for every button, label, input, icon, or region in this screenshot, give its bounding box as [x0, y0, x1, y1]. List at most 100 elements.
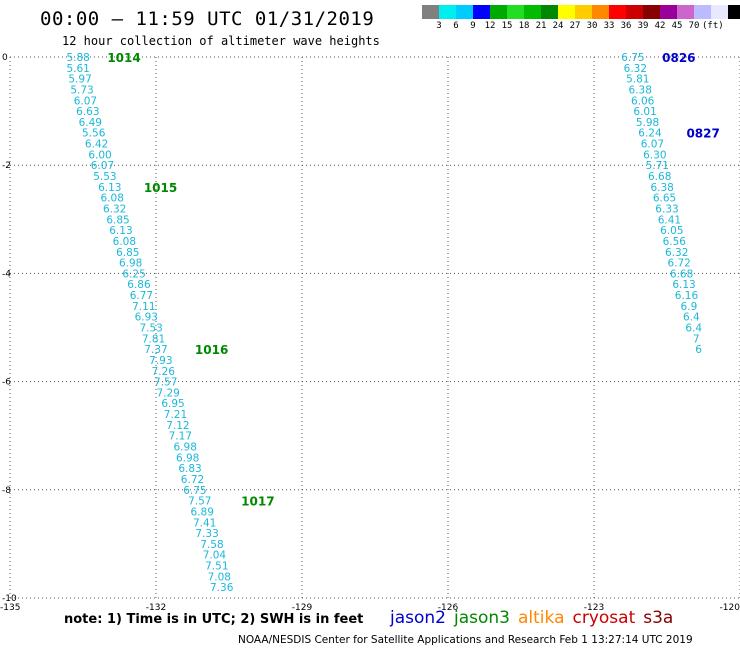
wave-height-point: 6.32	[624, 63, 647, 75]
wave-height-point: 6.63	[76, 106, 99, 118]
legend-swatch	[558, 5, 575, 19]
wave-height-point: 7.57	[188, 496, 211, 508]
wave-height-point: 7	[693, 333, 700, 345]
wave-height-point: 6.16	[675, 290, 699, 302]
legend-swatch	[677, 5, 694, 19]
time-mark-label: 0827	[686, 127, 719, 141]
wave-height-point: 6.13	[98, 182, 121, 194]
y-tick-label: -6	[2, 378, 11, 388]
wave-height-point: 6.98	[174, 442, 197, 454]
wave-height-point: 6.08	[113, 236, 136, 248]
legend-label: 33	[603, 21, 615, 31]
wave-height-point: 7.81	[142, 333, 165, 345]
wave-height-point: 7.33	[195, 528, 218, 540]
x-tick-label: -126	[438, 603, 459, 613]
wave-height-point: 7.53	[139, 323, 162, 335]
wave-height-point: 6.01	[633, 106, 656, 118]
wave-height-point: 6.38	[629, 84, 652, 96]
x-tick-label: -129	[292, 603, 313, 613]
legend-swatch	[456, 5, 473, 19]
x-tick-label: -135	[0, 603, 20, 613]
wave-height-point: 6.05	[660, 225, 683, 237]
satellite-label-cryosat: cryosat	[572, 608, 636, 628]
wave-height-point: 6.38	[650, 182, 673, 194]
legend-swatch	[694, 5, 711, 19]
legend-label: 18	[518, 21, 530, 31]
wave-height-point: 7.11	[132, 301, 155, 313]
wave-height-point: 6.75	[183, 485, 206, 497]
y-tick-label: 0	[2, 53, 8, 63]
legend-label: 15	[501, 21, 513, 31]
wave-height-point: 6.4	[685, 323, 702, 335]
wave-height-point: 6.83	[178, 463, 201, 475]
wave-height-point: 6.65	[653, 193, 676, 205]
wave-height-point: 6.89	[191, 506, 214, 518]
page-subtitle: 12 hour collection of altimeter wave hei…	[62, 34, 380, 48]
legend-swatch	[711, 5, 728, 19]
wave-height-point: 7.41	[193, 517, 216, 529]
x-tick-label: -120	[720, 603, 740, 613]
wave-height-point: 6.75	[621, 52, 644, 64]
wave-height-point: 6.08	[101, 193, 124, 205]
wave-height-point: 5.56	[82, 128, 106, 140]
wave-height-point: 6.33	[655, 203, 678, 215]
y-tick-label: -4	[2, 269, 11, 279]
legend-swatch	[439, 5, 456, 19]
time-mark-label: 1015	[144, 181, 177, 195]
wave-height-point: 5.81	[626, 74, 649, 86]
wave-height-point: 6.13	[672, 279, 695, 291]
wave-height-point: 6.49	[79, 117, 102, 129]
wave-height-point: 6.98	[176, 452, 199, 464]
legend-swatch	[575, 5, 592, 19]
satellite-label-jason2: jason2	[390, 608, 446, 628]
wave-height-point: 7.37	[144, 344, 167, 356]
satellite-label-s3a: s3a	[643, 608, 674, 628]
time-mark-label: 0826	[662, 51, 695, 65]
wave-height-point: 6.42	[85, 139, 108, 151]
legend-label: 42	[654, 21, 666, 31]
time-mark-label: 1014	[107, 51, 140, 65]
wave-height-point: 6.56	[663, 236, 687, 248]
wave-height-point: 6.72	[667, 258, 690, 270]
data-points: 5.885.615.975.736.076.636.495.566.426.00…	[66, 52, 702, 594]
wave-height-point: 6.95	[161, 398, 184, 410]
wave-height-point: 5.53	[93, 171, 116, 183]
page-title: 00:00 – 11:59 UTC 01/31/2019	[40, 8, 375, 30]
legend-label: 21	[535, 21, 547, 31]
wave-height-point: 7.12	[166, 420, 189, 432]
legend-label: 27	[569, 21, 581, 31]
footer-credit: NOAA/NESDIS Center for Satellite Applica…	[238, 634, 693, 646]
legend-swatch	[507, 5, 524, 19]
legend-swatch	[728, 5, 740, 19]
wave-height-point: 6.98	[119, 258, 142, 270]
time-mark-label: 1017	[241, 495, 274, 509]
wave-height-point: 6.32	[103, 203, 126, 215]
wave-height-point: 7.08	[208, 571, 231, 583]
wave-height-point: 7.26	[152, 366, 176, 378]
grid-lines	[9, 56, 740, 599]
wave-height-point: 5.71	[646, 160, 669, 172]
wave-height-point: 5.98	[636, 117, 659, 129]
legend-swatch	[660, 5, 677, 19]
wave-height-point: 6.68	[648, 171, 671, 183]
legend-swatch	[643, 5, 660, 19]
wave-height-point: 6.07	[74, 95, 97, 107]
legend-label: 6	[453, 21, 459, 31]
legend-swatch	[524, 5, 541, 19]
y-tick-label: -10	[2, 594, 17, 604]
satellite-label-altika: altika	[518, 608, 565, 628]
wave-height-point: 7.36	[210, 582, 234, 594]
wave-height-point: 5.73	[70, 84, 93, 96]
y-tick-label: -2	[2, 161, 11, 171]
wave-height-point: 5.61	[66, 63, 89, 75]
wave-height-point: 6.72	[181, 474, 204, 486]
wave-height-point: 6.9	[681, 301, 698, 313]
wave-height-point: 6.86	[127, 279, 151, 291]
wave-height-point: 6.41	[658, 214, 681, 226]
y-tick-label: -8	[2, 486, 11, 496]
satellite-label-jason3: jason3	[454, 608, 510, 628]
x-tick-label: -123	[584, 603, 604, 613]
legend-label: 12	[484, 21, 496, 31]
wave-height-point: 7.29	[156, 387, 179, 399]
